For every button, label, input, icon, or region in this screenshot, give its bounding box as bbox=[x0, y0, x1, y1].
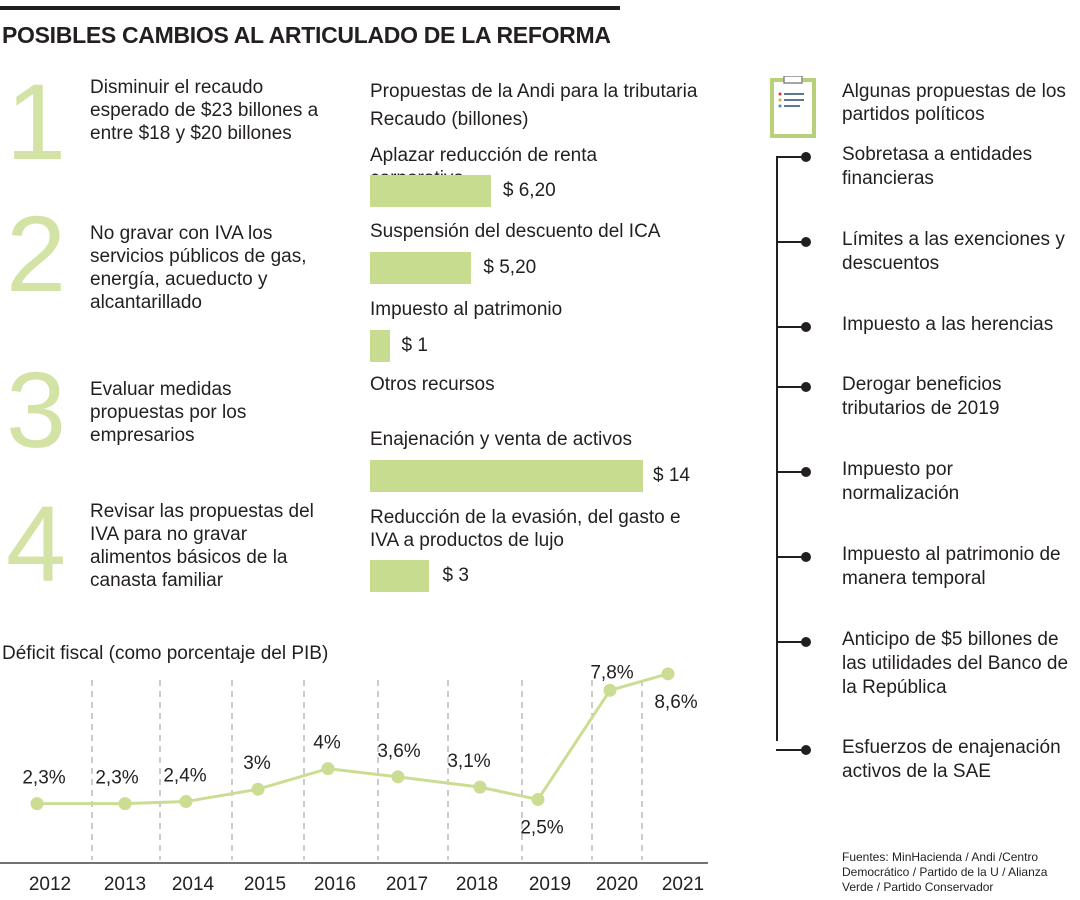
data-point bbox=[391, 770, 405, 784]
timeline-connector bbox=[776, 749, 806, 751]
bar bbox=[370, 460, 643, 492]
data-label: 2,3% bbox=[95, 768, 138, 789]
bar-value-label: $ 14 bbox=[653, 465, 690, 486]
party-proposal: Sobretasa a entidades financieras bbox=[842, 144, 1033, 189]
party-proposal: Esfuerzos de enajenación activos de la S… bbox=[842, 737, 1061, 782]
timeline-dot bbox=[801, 637, 811, 647]
data-point bbox=[118, 797, 132, 811]
timeline-line bbox=[776, 157, 778, 741]
andi-subtitle: Recaudo (billones) bbox=[370, 109, 529, 130]
x-tick-label: 2012 bbox=[29, 874, 71, 895]
bar bbox=[370, 330, 390, 362]
point-number: 1 bbox=[6, 61, 67, 182]
timeline-dot bbox=[801, 552, 811, 562]
bar bbox=[370, 560, 429, 592]
point-text: Evaluar medidas propuestas por los empre… bbox=[90, 379, 247, 446]
data-point bbox=[30, 797, 44, 811]
bar-value-label: $ 5,20 bbox=[483, 257, 537, 278]
x-tick-label: 2013 bbox=[104, 874, 146, 895]
party-proposal: Anticipo de $5 billones de las utilidade… bbox=[842, 629, 1069, 698]
timeline-dot bbox=[801, 152, 811, 162]
bar-value-label: $ 6,20 bbox=[502, 180, 556, 201]
data-point bbox=[603, 683, 617, 697]
party-proposal: Impuesto por normalización bbox=[842, 459, 960, 504]
data-label: 3% bbox=[243, 753, 271, 774]
timeline-connector bbox=[776, 326, 806, 328]
timeline-connector bbox=[776, 386, 806, 388]
x-tick-label: 2019 bbox=[529, 874, 571, 895]
data-label: 2,4% bbox=[163, 766, 206, 787]
andi-title: Propuestas de la Andi para la tributaria bbox=[370, 81, 698, 102]
bar-category-label: Reducción de la evasión, del gasto e IVA… bbox=[370, 507, 681, 551]
data-point bbox=[531, 793, 545, 806]
data-label: 2,3% bbox=[22, 768, 65, 789]
timeline-connector bbox=[776, 471, 806, 473]
point-number: 3 bbox=[6, 349, 67, 470]
line-chart-title: Déficit fiscal (como porcentaje del PIB) bbox=[2, 643, 329, 664]
deficit-line-chart: 2,3% 2012 2,3% 2013 2,4% 2014 3% 2015 4% 2016 3,6%… bbox=[0, 662, 708, 895]
data-point bbox=[179, 795, 193, 809]
data-label: 8,6% bbox=[654, 692, 697, 713]
series-line bbox=[37, 672, 669, 806]
others-title: Otros recursos bbox=[370, 374, 495, 395]
data-label: 3,1% bbox=[447, 751, 490, 772]
data-label: 4% bbox=[313, 733, 341, 754]
data-point bbox=[251, 782, 265, 796]
x-tick-label: 2017 bbox=[386, 874, 428, 895]
party-proposal: Límites a las exenciones y descuentos bbox=[842, 229, 1065, 274]
point-number: 4 bbox=[6, 483, 67, 604]
point-number: 2 bbox=[6, 193, 67, 314]
data-point bbox=[321, 762, 335, 776]
data-point bbox=[661, 667, 675, 681]
party-proposal: Impuesto al patrimonio de manera tempora… bbox=[842, 544, 1061, 589]
x-tick-label: 2020 bbox=[596, 874, 638, 895]
point-text: Revisar las propuestas del IVA para no g… bbox=[90, 501, 314, 591]
x-tick-label: 2018 bbox=[456, 874, 498, 895]
x-tick-label: 2015 bbox=[244, 874, 286, 895]
timeline-connector bbox=[776, 156, 806, 158]
timeline-connector bbox=[776, 641, 806, 643]
top-rule bbox=[0, 6, 620, 10]
bar-category-label: Impuesto al patrimonio bbox=[370, 299, 563, 320]
x-tick-label: 2021 bbox=[662, 874, 704, 895]
data-point bbox=[473, 780, 487, 794]
party-proposal: Derogar beneficios tributarios de 2019 bbox=[842, 374, 1002, 419]
bar-value-label: $ 3 bbox=[442, 565, 469, 586]
bar-value-label: $ 1 bbox=[401, 335, 428, 356]
timeline-dot bbox=[801, 237, 811, 247]
parties-title: Algunas propuestas de los partidos polít… bbox=[842, 81, 1066, 125]
bar-category-label: Suspensión del descuento del ICA bbox=[370, 221, 661, 242]
timeline-dot bbox=[801, 745, 811, 755]
timeline-connector bbox=[776, 241, 806, 243]
clipboard-list-icon bbox=[770, 75, 816, 138]
bar-category-label: Enajenación y venta de activos bbox=[370, 429, 632, 450]
timeline-connector bbox=[776, 556, 806, 558]
page-title: POSIBLES CAMBIOS AL ARTICULADO DE LA REF… bbox=[2, 22, 611, 48]
timeline-dot bbox=[801, 382, 811, 392]
point-text: No gravar con IVA los servicios públicos… bbox=[90, 223, 307, 313]
point-text: Disminuir el recaudo esperado de $23 bil… bbox=[90, 77, 319, 144]
data-label: 3,6% bbox=[377, 741, 420, 762]
x-tick-label: 2014 bbox=[172, 874, 215, 895]
data-label: 2,5% bbox=[520, 818, 563, 839]
party-proposal: Impuesto a las herencias bbox=[842, 314, 1054, 335]
x-tick-label: 2016 bbox=[314, 874, 356, 895]
timeline-dot bbox=[801, 467, 811, 477]
data-label: 7,8% bbox=[590, 662, 633, 683]
sources: Fuentes: MinHacienda / Andi /Centro Demo… bbox=[842, 850, 1048, 894]
bar bbox=[370, 252, 472, 284]
timeline-dot bbox=[801, 322, 811, 332]
bar bbox=[370, 175, 491, 207]
